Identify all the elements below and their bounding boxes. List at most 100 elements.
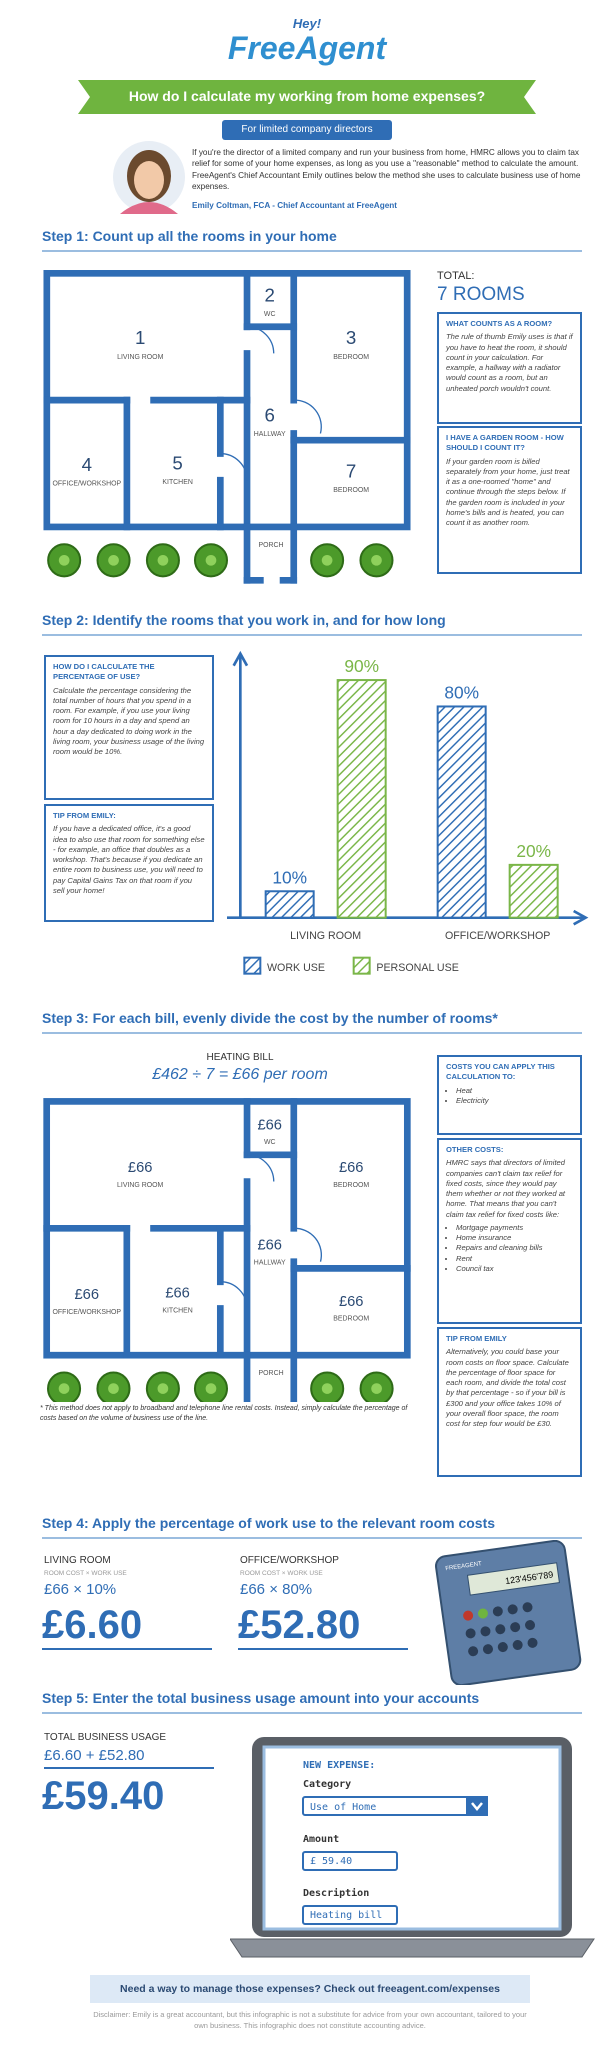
room-name: KITCHEN [162,479,192,486]
logo: FreeAgent [227,30,387,66]
formula: £66 × 10% [44,1581,117,1598]
value-label: 20% [516,841,551,861]
bush-center [108,554,119,566]
hey: Hey! [292,16,322,31]
bar [436,705,487,919]
arrow [573,909,589,926]
info-box: TIP FROM EMILY Alternatively, you could b… [437,1327,582,1477]
list-item: Electricity [456,1096,573,1106]
x-tick-label: OFFICE/WORKSHOP [445,930,550,942]
footnote: * This method does not apply to broadban… [40,1405,408,1422]
box-title: HOW DO I CALCULATE THE PERCENTAGE OF USE… [53,662,155,682]
input[interactable]: Heating bill [302,1905,398,1925]
room-label: LIVING ROOM [44,1555,111,1566]
step-heading: Step 3: For each bill, evenly divide the… [42,1010,582,1034]
room-key: £66 [339,1160,364,1176]
bush-center [371,1383,382,1394]
list-item: Home insurance [456,1233,573,1243]
room-key: 3 [346,327,356,348]
box-text: Calculate the percentage considering the… [53,685,205,757]
calculator: FREEAGENT 123'456'789 [435,1540,582,1685]
info-box: WHAT COUNTS AS A ROOM? The rule of thumb … [437,312,582,424]
bush-center [321,1383,333,1394]
box-title: OTHER COSTS: [446,1145,504,1154]
door [293,399,322,434]
floor-plan: £66 LIVING ROOM £66 WC £66 BEDROOM £66 OFFICE/W… [43,1098,411,1402]
value-label: 10% [272,867,307,887]
porch-label: PORCH [259,542,284,549]
bill-calc: £462 ÷ 7 = £66 per room [152,1066,328,1083]
room-key: £66 [257,1238,282,1254]
room-name: BEDROOM [333,354,369,361]
room-key: £66 [339,1294,364,1310]
formula-label: ROOM COST × WORK USE [44,1570,127,1577]
info-box: COSTS YOU CAN APPLY THIS CALCULATION TO:… [437,1055,582,1135]
total-label: TOTAL: [437,270,475,282]
room-key: £66 [74,1287,99,1303]
porch-label: PORCH [259,1370,284,1377]
byline: Emily Coltman, FCA - Chief Accountant at… [192,201,398,210]
room-name: LIVING ROOM [117,354,163,361]
formula: £66 × 80% [240,1581,313,1598]
calc-brand: FREEAGENT [445,1561,482,1572]
door [220,452,248,481]
cta[interactable]: Need a way to manage those expenses? Che… [90,1975,530,2003]
total-label: TOTAL BUSINESS USAGE [44,1732,167,1743]
legend-label: PERSONAL USE [376,962,459,974]
field-label: Category [303,1779,352,1790]
field-label: Amount [303,1834,340,1845]
value-label: 80% [444,682,479,702]
room-key: £66 [165,1286,190,1302]
formula: £6.60 + £52.80 [44,1747,214,1769]
room-key: 5 [172,453,182,474]
door [220,1281,248,1309]
bar [508,863,559,919]
room-key: £66 [128,1160,153,1176]
bush-center [157,1383,169,1394]
bush-center [205,1383,217,1394]
room-name: OFFICE/WORKSHOP [52,1309,121,1316]
room-key: 6 [265,404,275,425]
info-box: TIP FROM EMILY: If you have a dedicated o… [44,804,214,922]
legend-swatch [352,956,371,975]
value-label: 90% [344,656,379,676]
bush-center [108,1383,119,1394]
room-key: 2 [265,284,275,305]
box-text: Alternatively, you could base your room … [446,1347,569,1428]
result: £6.60 [42,1603,212,1650]
room-name: LIVING ROOM [117,1182,163,1189]
box-title: WHAT COUNTS AS A ROOM? [446,319,553,328]
list-item: Mortgage payments [456,1223,573,1233]
legend-label: WORK USE [267,962,325,974]
list-item: Council tax [456,1264,573,1274]
box-text: If your garden room is billed separately… [446,456,570,528]
bush-center [157,554,169,566]
main-title: How do I calculate my working from home … [128,88,486,104]
box-text: HMRC says that directors of limited comp… [446,1158,566,1219]
box-text: The rule of thumb Emily uses is that if … [446,332,573,393]
list-item: Heat [456,1086,573,1096]
bar-chart: LIVING ROOM OFFICE/WORKSHOP 10% 80% 90% 20% WO… [227,650,589,975]
legend-swatch [243,956,262,975]
room-name: BEDROOM [333,1182,369,1189]
room-key: 7 [346,461,356,482]
step-heading: Step 2: Identify the rooms that you work… [42,612,582,636]
dropdown-arrow [466,1796,488,1816]
result: £52.80 [238,1603,408,1650]
info-box: HOW DO I CALCULATE THE PERCENTAGE OF USE… [44,655,214,800]
box-text: If you have a dedicated office, it's a g… [53,824,205,895]
intro: If you're the director of a limited comp… [192,148,581,192]
dropdown[interactable]: Use of Home [302,1796,488,1816]
list-item: Rent [456,1254,573,1264]
box-title: TIP FROM EMILY: [53,811,116,820]
bush-center [371,554,382,566]
bush-center [58,554,70,566]
bush-center [205,554,217,566]
door [247,1154,275,1182]
input[interactable]: £ 59.40 [302,1851,398,1871]
room-name: KITCHEN [162,1307,192,1314]
room-name: OFFICE/WORKSHOP [53,481,122,488]
disclaimer: Disclaimer: Emily is a great accountant,… [93,2010,527,2030]
box-title: COSTS YOU CAN APPLY THIS CALCULATION TO: [446,1062,555,1082]
